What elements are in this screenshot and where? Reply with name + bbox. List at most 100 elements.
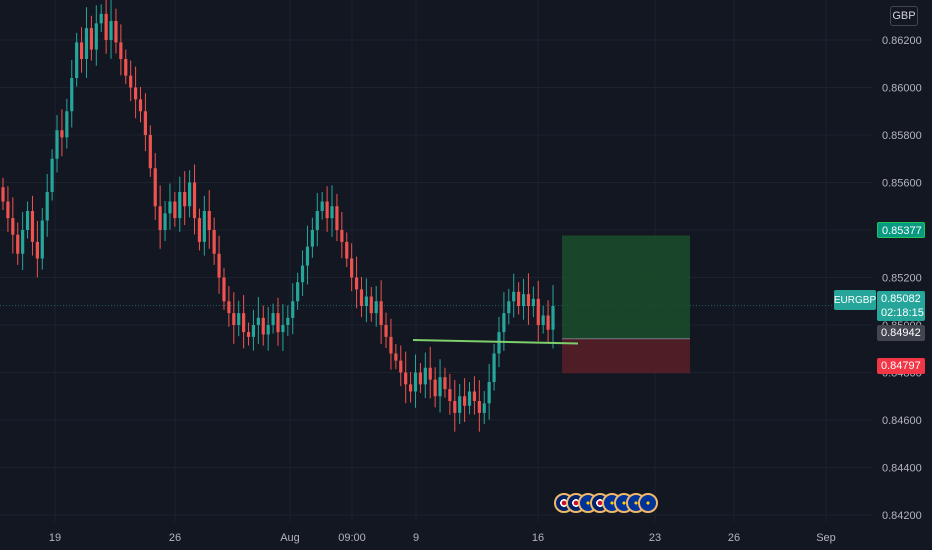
take-profit-zone [562, 235, 690, 339]
candle-body [458, 396, 462, 413]
candle-body [374, 301, 378, 314]
candle-body [124, 59, 128, 76]
candle-body [197, 218, 202, 242]
candle-body [251, 325, 256, 337]
candle-body [536, 298, 540, 325]
candle-body [305, 246, 310, 266]
candle-body [11, 218, 15, 235]
currency-badge[interactable]: GBP [890, 6, 918, 26]
candle-body [423, 367, 427, 385]
candle-body [330, 206, 334, 219]
candle-body [1, 187, 5, 202]
candle-body [320, 201, 324, 211]
time-axis-label: 19 [49, 532, 61, 544]
candle-body [242, 313, 246, 333]
candle-body [21, 230, 25, 254]
stop-loss-price-tag: 0.84797 [877, 358, 925, 374]
candle-body [394, 353, 398, 361]
eu-flag-icon[interactable] [638, 493, 658, 513]
candle-body [158, 206, 162, 230]
support-trend-line [412, 338, 579, 345]
candle-body [202, 211, 206, 242]
candle-body [325, 201, 329, 219]
candle-body [428, 367, 432, 380]
candle-body [384, 325, 388, 337]
candle-body [40, 220, 44, 259]
price-axis-label: 0.85200 [882, 273, 922, 285]
candle-body [448, 389, 452, 401]
price-axis-label: 0.86200 [882, 35, 922, 47]
candle-body [315, 211, 319, 230]
candle-body [35, 241, 39, 259]
candle-body [276, 313, 280, 333]
candle-body [207, 211, 211, 230]
candle-body [453, 401, 457, 413]
candle-body [227, 301, 231, 314]
candle-body [492, 353, 496, 382]
candle-body [399, 360, 403, 373]
candle-body [178, 192, 182, 219]
candle-body [281, 325, 285, 333]
candle-body [217, 253, 221, 278]
candle-body [443, 377, 447, 390]
candle-body [129, 75, 133, 88]
candle-body [433, 379, 437, 397]
time-axis-label: Sep [816, 532, 836, 544]
position-tool [562, 235, 690, 374]
candle-body [246, 332, 251, 337]
candle-body [482, 403, 486, 413]
symbol-label: EURGBP [834, 290, 876, 310]
candle-body [291, 301, 295, 318]
time-axis-label: 9 [413, 532, 419, 544]
candle-body [75, 42, 79, 78]
candle-body [153, 168, 157, 207]
candle-body [232, 313, 236, 325]
entry-price-tag: 0.84942 [877, 325, 925, 341]
candle-body [114, 21, 118, 43]
candle-body [389, 336, 393, 354]
candle-body [6, 201, 10, 219]
candle-body [148, 135, 152, 169]
price-axis-label: 0.84400 [882, 463, 922, 475]
candle-body [55, 130, 59, 159]
candle-body [286, 317, 290, 325]
candle-body [345, 241, 349, 259]
candle-body [143, 111, 148, 135]
candle-body [335, 206, 339, 230]
candle-body [438, 377, 442, 397]
candle-body [467, 391, 472, 406]
time-axis-label: 26 [728, 532, 740, 544]
candle-body [477, 401, 481, 413]
candle-body [70, 78, 74, 112]
candle-body [300, 265, 305, 283]
candle-body [188, 182, 192, 207]
price-axis-label: 0.86000 [882, 83, 922, 95]
time-axis-label: 16 [532, 532, 544, 544]
candle-body [541, 315, 545, 325]
candle-body [521, 294, 526, 306]
candle-body [340, 230, 344, 242]
time-axis-label: Aug [280, 532, 300, 544]
last-price-tag: 0.85082 [877, 291, 925, 307]
candle-body [104, 13, 108, 40]
candle-body [266, 325, 270, 335]
candle-body [256, 317, 260, 325]
time-axis-label: 09:00 [338, 532, 366, 544]
candle-body [350, 258, 354, 278]
candle-body [183, 192, 187, 207]
candle-body [507, 301, 511, 314]
candle-body [364, 296, 368, 306]
candle-body [310, 230, 314, 247]
candle-body [369, 296, 373, 314]
time-axis-label: 23 [649, 532, 661, 544]
candle-body [222, 277, 226, 302]
price-axis: 0.862000.860000.858000.856000.854000.852… [882, 35, 922, 522]
candle-body [546, 315, 550, 330]
candle-body [60, 130, 64, 138]
candle-body [50, 158, 54, 192]
candle-body [526, 294, 531, 306]
candle-body [418, 372, 423, 385]
time-axis-label: 26 [169, 532, 181, 544]
